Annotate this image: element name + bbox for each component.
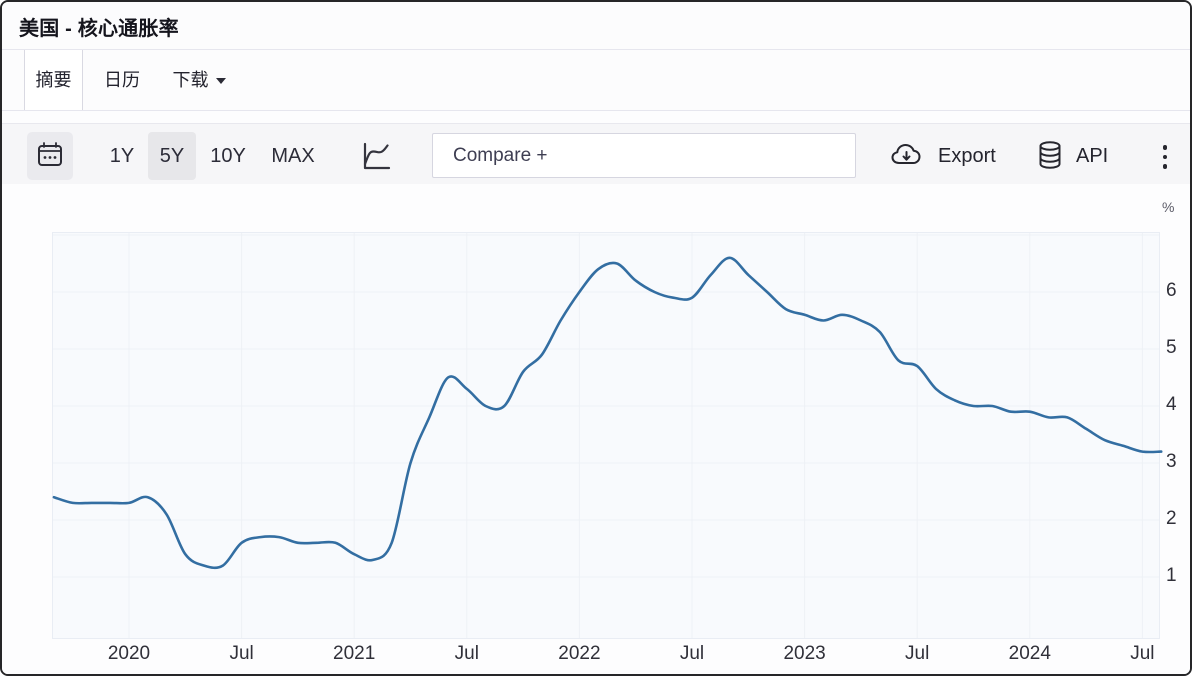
kebab-menu-button[interactable] bbox=[1154, 136, 1176, 178]
x-axis-label: Jul bbox=[229, 643, 254, 664]
line-chart-icon bbox=[357, 138, 395, 177]
x-axis-label: 2020 bbox=[107, 643, 151, 664]
y-axis-label: 6 bbox=[1166, 280, 1177, 301]
x-axis-label: Jul bbox=[1130, 643, 1155, 664]
plot-area[interactable] bbox=[52, 232, 1160, 639]
chevron-down-icon bbox=[215, 78, 226, 85]
page-title: 美国 - 核心通胀率 bbox=[19, 18, 179, 40]
range-button-5y[interactable]: 5Y bbox=[148, 132, 196, 180]
y-axis-label: 2 bbox=[1166, 508, 1177, 529]
y-axis-label: 4 bbox=[1166, 394, 1177, 415]
tab-download[interactable]: 下载 bbox=[164, 50, 234, 110]
tab-summary-label: 摘要 bbox=[35, 70, 72, 90]
x-axis-label: Jul bbox=[454, 643, 479, 664]
x-axis-label: Jul bbox=[905, 643, 930, 664]
calendar-icon bbox=[34, 139, 66, 174]
tab-summary[interactable]: 摘要 bbox=[24, 50, 83, 110]
y-axis-label: 5 bbox=[1166, 337, 1177, 358]
x-axis-label: 2023 bbox=[783, 643, 826, 664]
x-axis-label: 2024 bbox=[1008, 643, 1051, 664]
api-label: API bbox=[1076, 144, 1109, 167]
range-button-max[interactable]: MAX bbox=[260, 132, 326, 180]
y-axis-unit: % bbox=[1162, 199, 1175, 215]
tab-calendar-label: 日历 bbox=[104, 70, 140, 90]
api-button[interactable]: API bbox=[1036, 133, 1108, 179]
export-button[interactable]: Export bbox=[886, 133, 996, 179]
x-axis-label: 2022 bbox=[558, 643, 601, 664]
chart-type-button[interactable] bbox=[354, 136, 398, 178]
export-label: Export bbox=[938, 144, 996, 167]
y-axis-label: 1 bbox=[1166, 565, 1177, 586]
range-button-1y[interactable]: 1Y bbox=[100, 132, 144, 180]
y-axis-label: 3 bbox=[1166, 451, 1177, 472]
tab-download-label: 下载 bbox=[172, 70, 209, 90]
tab-bar: 摘要 日历 下载 bbox=[2, 50, 1190, 111]
cloud-download-icon bbox=[886, 139, 926, 174]
kebab-menu-icon bbox=[1162, 145, 1168, 150]
range-button-10y[interactable]: 10Y bbox=[200, 132, 256, 180]
compare-input[interactable] bbox=[432, 133, 856, 178]
tab-calendar[interactable]: 日历 bbox=[98, 50, 146, 110]
x-axis-label: Jul bbox=[679, 643, 705, 664]
x-axis-label: 2021 bbox=[333, 643, 376, 664]
database-icon bbox=[1036, 139, 1064, 174]
calendar-button[interactable] bbox=[27, 132, 73, 180]
title-bar: 美国 - 核心通胀率 bbox=[2, 2, 1190, 50]
